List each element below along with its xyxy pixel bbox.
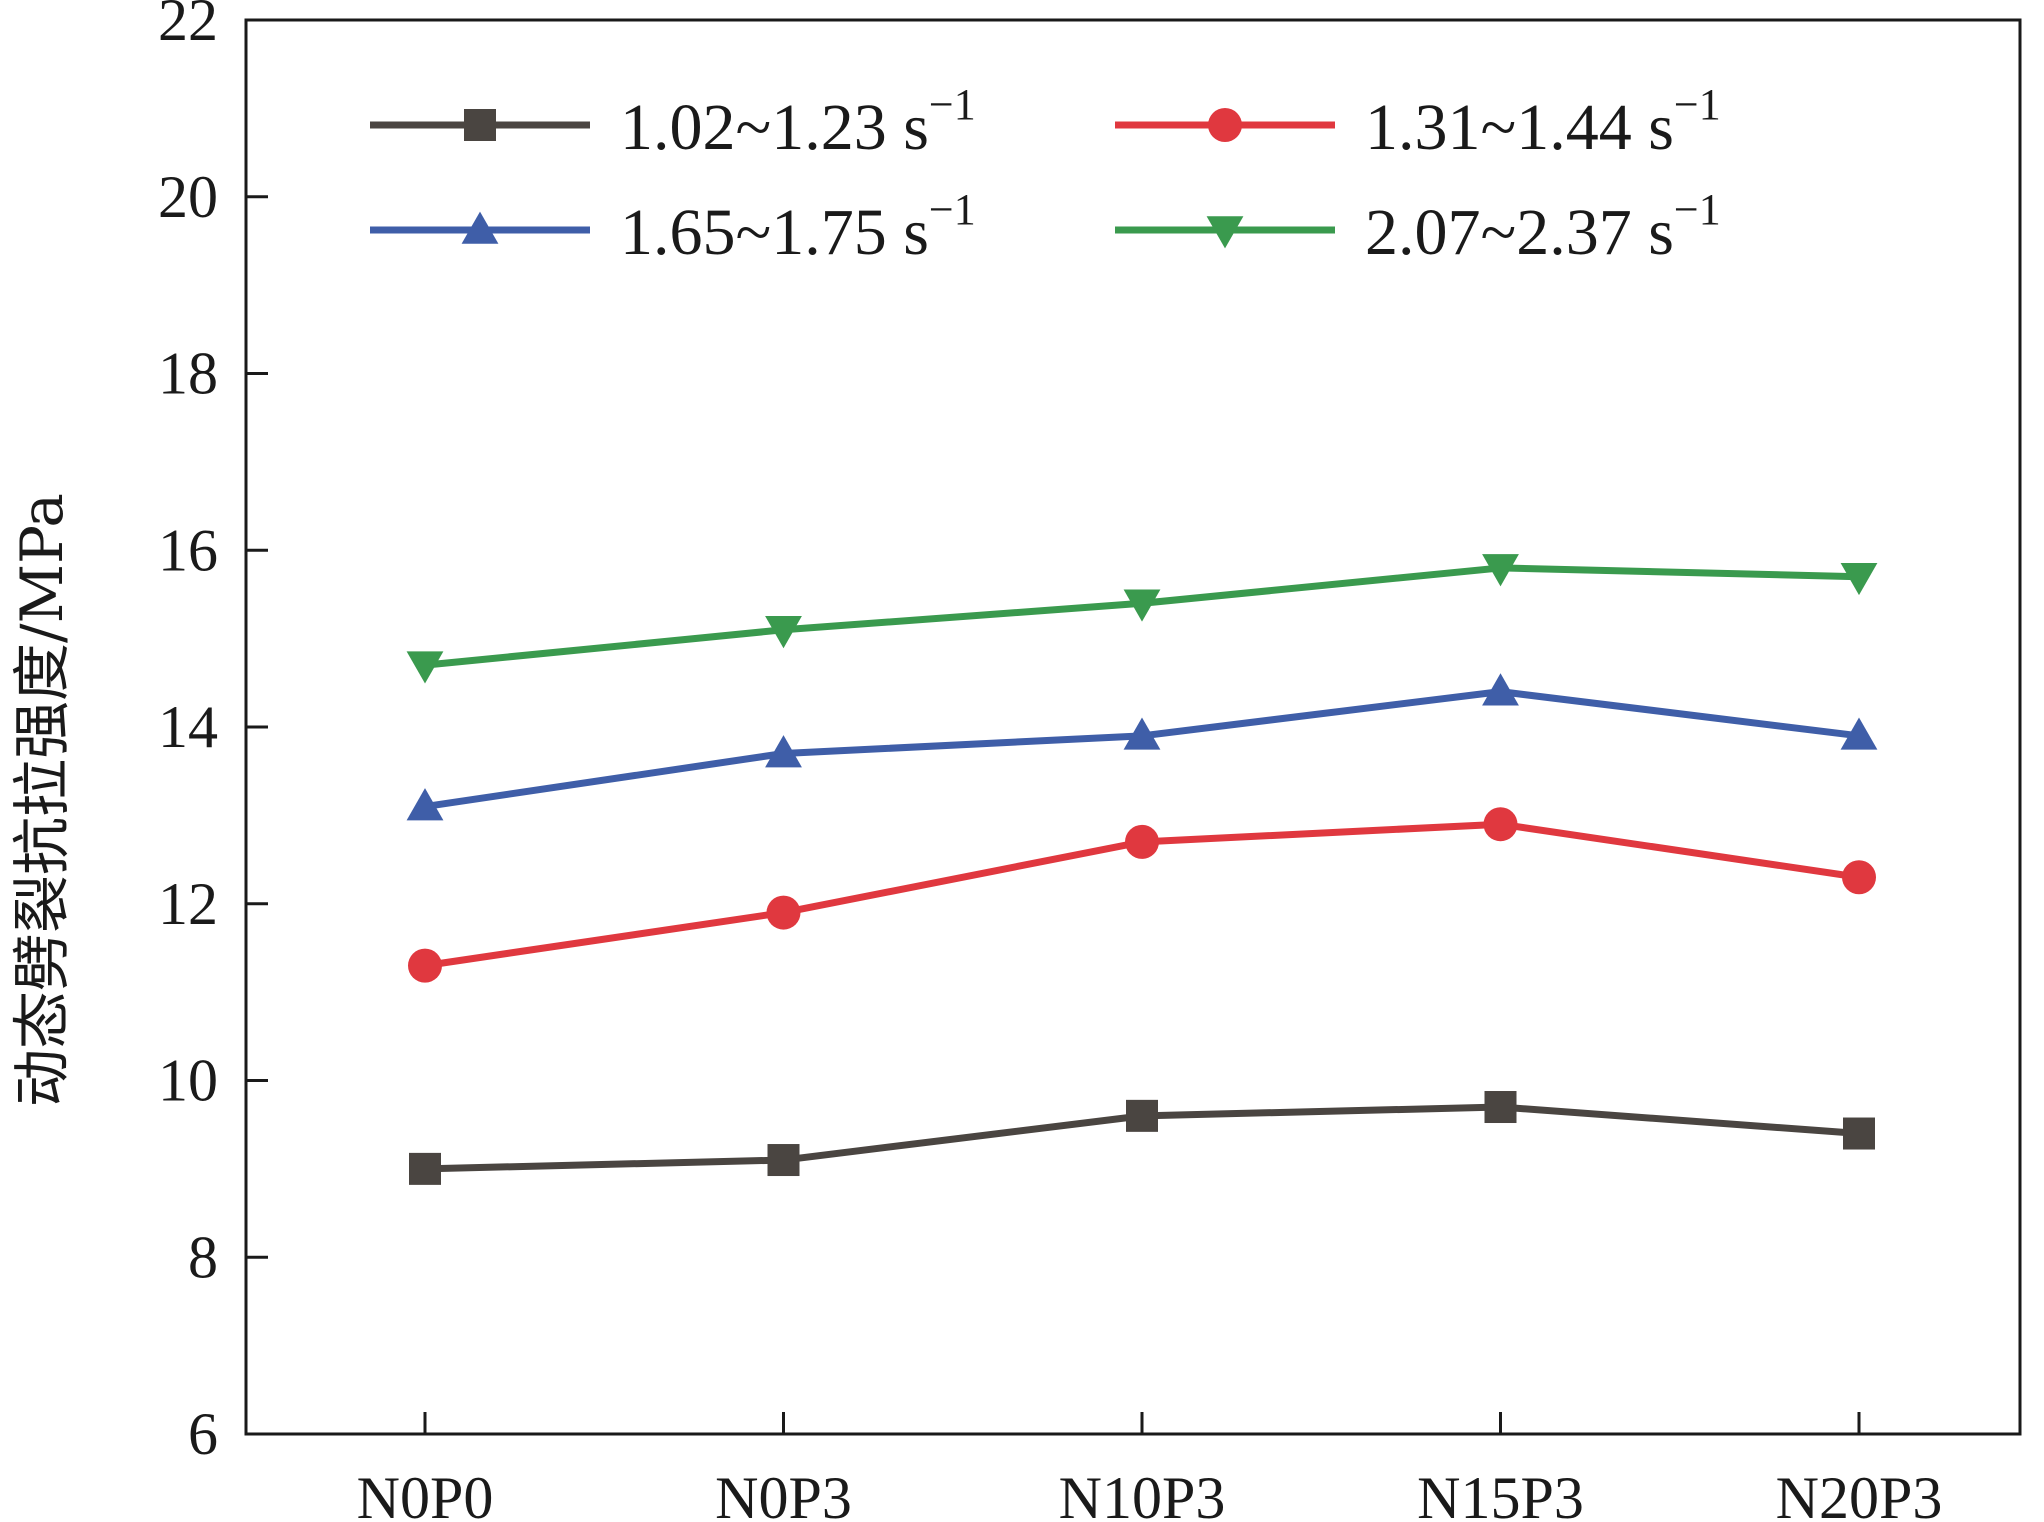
data-point <box>1843 1117 1875 1150</box>
legend-label: 2.07~2.37 s−1 <box>1365 185 1721 269</box>
y-tick-label: 22 <box>158 0 218 53</box>
data-point <box>1125 824 1159 859</box>
legend-label: 1.02~1.23 s−1 <box>620 80 976 164</box>
y-tick-label: 8 <box>188 1224 218 1290</box>
y-tick-label: 6 <box>188 1401 218 1467</box>
data-point <box>1842 860 1876 895</box>
data-point <box>461 211 499 244</box>
y-tick-label: 14 <box>158 694 218 760</box>
data-point <box>408 948 442 983</box>
legend: 1.02~1.23 s−1 1.31~1.44 s−1 1.65~1.75 s−1 2… <box>370 80 1721 269</box>
data-point <box>766 895 801 930</box>
y-tick-label: 12 <box>158 871 218 937</box>
data-point <box>1126 1099 1158 1132</box>
y-tick-label: 10 <box>158 1048 218 1114</box>
data-point <box>406 788 444 821</box>
legend-entry: 1.31~1.44 s−1 <box>1115 80 1721 164</box>
series <box>406 554 1878 684</box>
data-point <box>767 1144 800 1177</box>
data-point <box>1840 562 1878 596</box>
axes: 6 8 10 12 14 16 18 20 22 N0P0 N0P3 N10P3 N15P3 N20P3 <box>158 0 2022 1522</box>
data-point <box>1483 807 1518 842</box>
data-point <box>1484 1091 1517 1124</box>
legend-label: 1.65~1.75 s−1 <box>620 185 976 269</box>
y-tick-label: 18 <box>158 341 218 407</box>
data-point <box>409 1152 441 1185</box>
x-tick-label: N0P0 <box>357 1465 494 1522</box>
data-point <box>1208 108 1242 142</box>
x-tick-label: N15P3 <box>1417 1465 1584 1522</box>
series-group <box>406 554 1878 1185</box>
y-tick-label: 20 <box>158 164 218 230</box>
data-point <box>1482 673 1519 706</box>
data-point <box>1206 216 1244 249</box>
x-tick-label: N20P3 <box>1776 1465 1943 1522</box>
legend-entry: 1.02~1.23 s−1 <box>370 80 976 164</box>
data-point <box>406 651 444 684</box>
data-point <box>765 735 802 768</box>
x-tick-label: N0P3 <box>715 1465 852 1522</box>
data-point <box>1840 717 1878 750</box>
series <box>406 673 1878 821</box>
data-point <box>1123 717 1161 750</box>
series <box>408 807 1876 983</box>
data-point <box>464 109 496 141</box>
legend-entry: 2.07~2.37 s−1 <box>1115 185 1721 269</box>
y-tick-label: 16 <box>158 517 218 583</box>
legend-entry: 1.65~1.75 s−1 <box>370 185 976 269</box>
legend-label: 1.31~1.44 s−1 <box>1365 80 1721 164</box>
data-point <box>765 615 802 649</box>
data-point <box>1482 554 1519 587</box>
x-tick-label: N10P3 <box>1059 1465 1226 1522</box>
data-point <box>1123 589 1161 622</box>
y-axis-label: 动态劈裂抗拉强度/MPa <box>8 493 76 1107</box>
series <box>409 1091 1875 1185</box>
